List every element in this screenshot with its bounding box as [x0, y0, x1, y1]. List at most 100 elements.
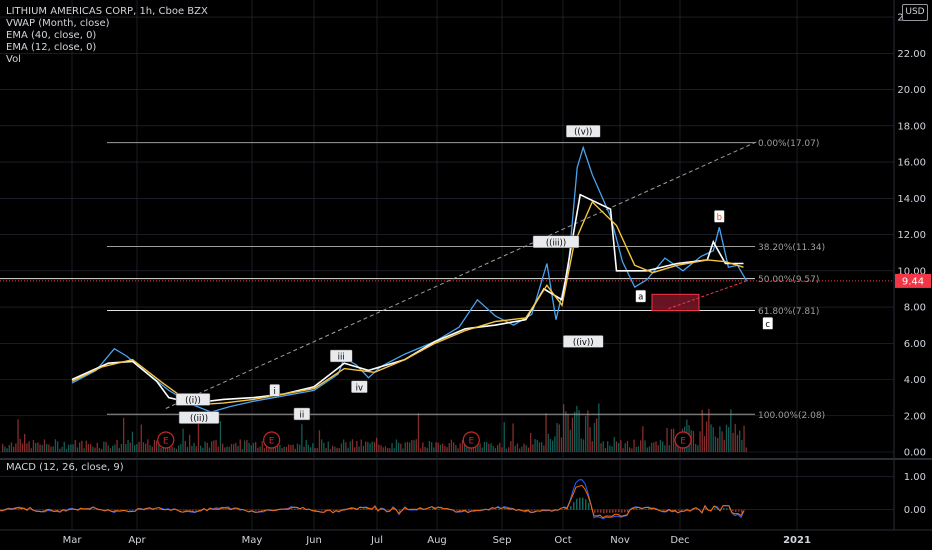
volume-bar [615, 441, 618, 452]
wave-label: ((iv)) [573, 338, 594, 348]
macd-legend[interactable]: MACD (12, 26, close, 9) [6, 462, 124, 473]
volume-bar [618, 443, 620, 452]
current-price-badge [895, 273, 931, 288]
ema12-legend[interactable]: EMA (12, close, 0) [6, 42, 97, 53]
volume-bar [37, 442, 39, 452]
wave-label: ((iii)) [546, 238, 566, 248]
volume-bar [591, 441, 593, 452]
volume-bar [422, 442, 424, 452]
volume-bar [145, 443, 147, 452]
wave-label-box [532, 235, 580, 249]
volume-bar [556, 422, 558, 452]
volume-bar [609, 445, 611, 452]
volume-bar [387, 447, 389, 452]
volume-bar [635, 446, 637, 452]
volume-bar [136, 443, 138, 452]
current-price-value: 9.44 [902, 276, 924, 287]
volume-bar [703, 436, 706, 452]
volume-bar [514, 445, 516, 452]
volume-bar [567, 413, 569, 452]
vwap-legend[interactable]: VWAP (Month, close) [6, 18, 110, 29]
macd-histogram-bar [192, 509, 194, 511]
volume-bar [332, 445, 334, 452]
volume-bar [345, 442, 347, 452]
fibonacci-retracement[interactable]: 0.00%(17.07) 38.20%(11.34) 50.00%(9.57) 61.… [0, 139, 825, 421]
volume-bar [697, 445, 699, 452]
wave-label: ((v)) [574, 128, 592, 138]
volume-bar [648, 446, 651, 452]
volume-bar [589, 427, 591, 452]
volume-bar [503, 422, 505, 452]
volume-bar [468, 448, 470, 452]
volume-bar [92, 446, 94, 452]
volume-bar [305, 439, 307, 452]
time-axis[interactable]: Mar Apr May Jun Jul Aug Sep Oct Nov Dec 2021 [63, 535, 811, 546]
macd-histogram-bar [375, 508, 377, 510]
volume-bar [519, 448, 521, 452]
volume-bar [138, 441, 140, 452]
macd-histogram-bar [696, 508, 698, 510]
volume-legend[interactable]: Vol [6, 54, 21, 65]
macd-histogram-bar [261, 509, 263, 511]
macd-histogram-bar [237, 509, 239, 510]
volume-bar [327, 441, 329, 452]
wave-label-box [175, 393, 211, 406]
macd-histogram-bar [111, 509, 113, 511]
dashed-trendline[interactable] [165, 139, 761, 409]
volume-bar [30, 448, 32, 452]
volume-bar [112, 445, 114, 452]
macd-histogram-bar [117, 509, 119, 511]
macd-histogram-bar [651, 508, 653, 510]
target-zone-box[interactable] [651, 293, 700, 312]
volume-bar [175, 448, 178, 452]
volume-bar [206, 442, 208, 452]
fib-level-label: 50.00%(9.57) [758, 275, 819, 285]
time-tick-label: Nov [610, 535, 630, 546]
volume-bar [303, 446, 305, 452]
volume-bar [230, 444, 233, 452]
volume-bar [629, 447, 631, 452]
volume-bar [343, 439, 345, 452]
volume-bar [637, 446, 640, 452]
volume-bar [356, 441, 358, 452]
macd-histogram-bar [432, 508, 434, 510]
volume-bar [479, 443, 481, 452]
volume-bar [400, 443, 402, 452]
wave-label: ii [300, 410, 305, 420]
currency-button[interactable]: USD [902, 4, 928, 21]
macd-histogram-bar [663, 509, 665, 511]
macd-histogram-bar [474, 509, 476, 511]
volume-bar [712, 427, 714, 452]
volume-bar [257, 447, 259, 452]
earnings-markers[interactable]: EEEEE [157, 431, 932, 449]
volume-bar [351, 439, 354, 452]
time-tick-label: Jul [370, 535, 383, 546]
volume-bar [563, 404, 565, 452]
macd-histogram-bar [684, 509, 686, 511]
volume-bar [307, 444, 310, 452]
volume-bar [728, 427, 730, 452]
volume-bar [549, 439, 552, 452]
volume-bar [180, 444, 182, 452]
volume-bar [376, 437, 378, 452]
volume-bar [477, 443, 479, 452]
symbol-title[interactable]: LITHIUM AMERICAS CORP, 1h, Cboe BZX [6, 6, 208, 17]
volume-bar [424, 446, 426, 452]
volume-bar [453, 442, 455, 452]
volume-bar [13, 446, 15, 452]
ema40-legend[interactable]: EMA (40, close, 0) [6, 30, 97, 41]
volume-bar [120, 444, 123, 452]
volume-bar [673, 428, 675, 452]
macd-histogram-bar [438, 508, 440, 510]
macd-histogram-bar [159, 508, 161, 510]
macd-histogram-bar [324, 509, 326, 511]
volume-bar [521, 446, 523, 452]
volume-bar [505, 448, 508, 452]
macd-histogram-bar [468, 509, 470, 511]
volume-bar [516, 443, 519, 452]
volume-bar [406, 441, 409, 452]
volume-bar [219, 421, 222, 452]
volume-bar [173, 447, 175, 452]
